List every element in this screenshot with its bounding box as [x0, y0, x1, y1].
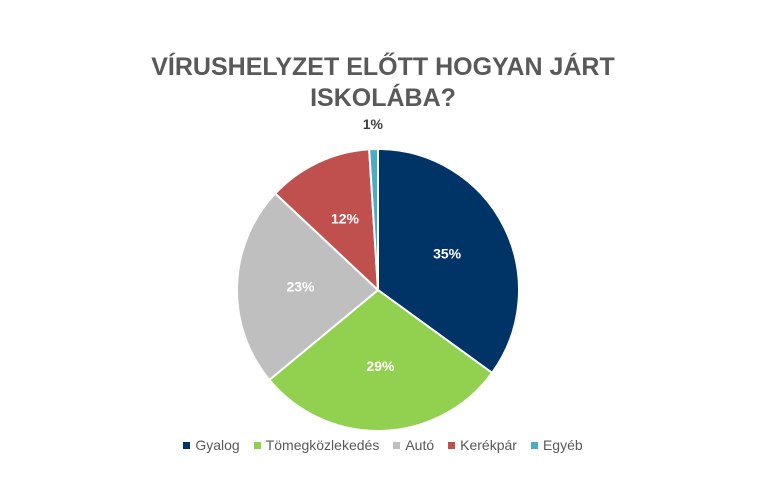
pie-slice — [273, 148, 380, 293]
legend-label: Egyéb — [542, 437, 583, 453]
legend-swatch — [530, 441, 538, 449]
pie-slice — [368, 147, 379, 291]
legend-label: Autó — [405, 437, 435, 453]
legend-label: Kerékpár — [460, 437, 517, 453]
legend-item: Kerékpár — [448, 437, 517, 453]
data-label: 1% — [363, 116, 384, 132]
data-label: 23% — [286, 278, 315, 294]
data-label: 12% — [331, 211, 360, 227]
legend-swatch — [253, 441, 261, 449]
legend-item: Tömegközlekedés — [253, 437, 380, 453]
legend: Gyalog Tömegközlekedés Autó Kerékpár Egyéb — [0, 437, 766, 453]
legend-label: Gyalog — [195, 437, 240, 453]
data-label: 35% — [433, 245, 462, 261]
legend-swatch — [183, 441, 191, 449]
legend-label: Tömegközlekedés — [265, 437, 380, 453]
data-label: 29% — [366, 358, 395, 374]
legend-item: Gyalog — [183, 437, 240, 453]
legend-swatch — [448, 441, 456, 449]
pie-slice — [267, 288, 494, 432]
chart-title: VÍRUSHELYZET ELŐTT HOGYAN JÁRT ISKOLÁBA? — [151, 53, 615, 112]
legend-item: Autó — [393, 437, 434, 453]
pie-slice — [377, 147, 520, 375]
legend-item: Egyéb — [530, 437, 583, 453]
pie-slice — [236, 192, 380, 382]
legend-swatch — [393, 441, 401, 449]
